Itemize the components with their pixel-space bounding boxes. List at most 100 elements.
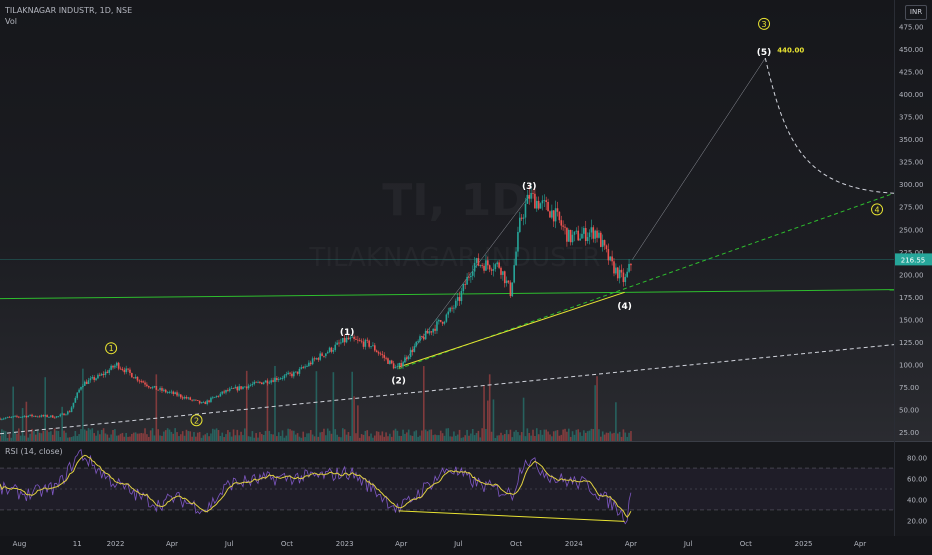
candle-body (456, 297, 459, 301)
candle-body (588, 232, 591, 238)
candle-body (147, 386, 150, 388)
candle-body (600, 232, 602, 247)
candle-body (613, 261, 615, 274)
volume-bar (552, 431, 555, 441)
volume-bar (221, 432, 224, 441)
candle-body (349, 337, 352, 340)
time-tick-label: Apr (625, 540, 637, 548)
candle-body (6, 416, 9, 418)
volume-bar (421, 430, 423, 441)
volume-bar (470, 433, 472, 441)
time-tick-label: Oct (281, 540, 293, 548)
candle-body (53, 417, 56, 419)
volume-bar (406, 432, 408, 441)
wave-circle-1 (105, 342, 118, 355)
candle-body (172, 391, 175, 395)
candle-body (227, 389, 229, 391)
volume-bar (498, 435, 500, 441)
volume-bar (567, 428, 570, 441)
candle-body (594, 230, 596, 239)
volume-bar (87, 428, 90, 441)
volume-bar (112, 430, 114, 441)
volume-legend[interactable]: Vol (5, 17, 17, 26)
volume-bar (127, 436, 129, 441)
candle-body (268, 382, 271, 384)
volume-bar (225, 434, 227, 441)
volume-bar (277, 432, 280, 441)
candle-body (390, 360, 393, 364)
candle-body (46, 415, 48, 418)
symbol-legend[interactable]: TILAKNAGAR INDUSTR, 1D, NSE (5, 6, 133, 15)
candle-body (121, 368, 124, 370)
candle-body (196, 400, 199, 401)
time-tick-label: Aug (13, 540, 27, 548)
candle-body (319, 353, 321, 360)
candle-body (247, 385, 250, 389)
trend-line-dashed-white (0, 344, 895, 435)
candle-body (82, 385, 84, 387)
volume-bar (18, 428, 20, 441)
wave-label-(1): (1) (340, 328, 355, 338)
candle-body (87, 380, 90, 384)
candle-body (0, 418, 1, 420)
candle-body (507, 280, 510, 283)
candle-body (219, 393, 222, 397)
candle-body (581, 233, 583, 239)
currency-badge[interactable]: INR (905, 5, 927, 20)
candle-body (27, 415, 30, 418)
candle-body (439, 320, 442, 322)
candle-body (181, 397, 184, 399)
candle-body (441, 321, 444, 324)
candle-body (131, 372, 133, 378)
volume-bar (14, 431, 16, 441)
candle-body (509, 282, 512, 297)
volume-bar (596, 376, 598, 441)
volume-bar (42, 430, 45, 441)
candle-body (379, 353, 382, 355)
volume-bar (102, 428, 105, 441)
volume-bar (630, 431, 632, 441)
candle-body (549, 211, 551, 218)
candle-body (245, 386, 248, 389)
candle-body (357, 339, 359, 341)
rsi-tick-label: 20.00 (907, 517, 927, 525)
candle-body (458, 297, 461, 302)
candle-body (59, 414, 62, 417)
volume-bar (46, 430, 48, 441)
volume-bar (573, 434, 576, 441)
volume-bar (326, 428, 329, 441)
candle-body (240, 386, 242, 389)
volume-bar (36, 430, 39, 441)
volume-bar (200, 437, 203, 441)
volume-bar (615, 402, 617, 441)
candle-body (83, 381, 86, 386)
volume-bar (345, 434, 348, 441)
candle-body (136, 376, 139, 381)
volume-bar (72, 436, 75, 441)
wave-circle-3 (758, 17, 771, 30)
volume-bar (379, 435, 382, 441)
candle-body (228, 388, 231, 391)
candle-body (213, 397, 216, 398)
price-tick-label: 425.00 (899, 69, 924, 77)
candle-body (212, 397, 214, 399)
volume-bar (556, 430, 559, 441)
volume-bar (285, 435, 288, 441)
volume-bar (85, 430, 88, 441)
candle-body (630, 263, 632, 266)
rsi-legend[interactable]: RSI (14, close) (5, 447, 63, 456)
volume-bar (65, 432, 67, 441)
volume-bar (443, 435, 446, 441)
volume-bar (296, 433, 299, 441)
volume-bar (551, 436, 553, 441)
volume-bar (357, 405, 359, 441)
candle-body (340, 342, 342, 344)
candle-body (487, 260, 489, 266)
candle-body (63, 413, 65, 416)
candle-body (616, 267, 619, 279)
candle-body (496, 262, 499, 265)
candle-body (76, 392, 79, 398)
candle-body (132, 377, 135, 379)
